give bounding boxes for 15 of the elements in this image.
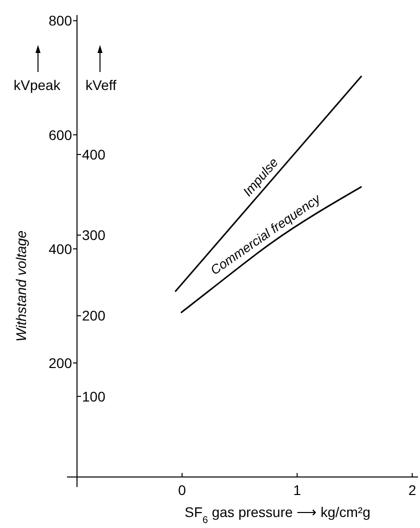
y-axis-title: Withstand voltage [13,230,29,342]
x-tick-label: 2 [408,482,416,498]
x-axis-title: SF$_{6}$ gas pressure ⟶ kg/cm²g [184,504,370,526]
x-tick-label: 1 [293,482,302,498]
y-tick-label: 200 [48,354,72,371]
y2-axis-title: kVeff [86,77,117,93]
y-tick-label: 600 [48,126,72,143]
y2-tick-label: 100 [82,388,106,404]
y-tick-label: 400 [48,240,72,257]
y2-tick-label: 300 [82,227,106,244]
x-tick-label: 0 [178,482,186,498]
y2-tick-label: 400 [82,146,106,162]
text: kVpeak [14,77,62,93]
y2-tick-label: 200 [82,308,106,324]
y-tick-label: 800 [48,12,72,29]
